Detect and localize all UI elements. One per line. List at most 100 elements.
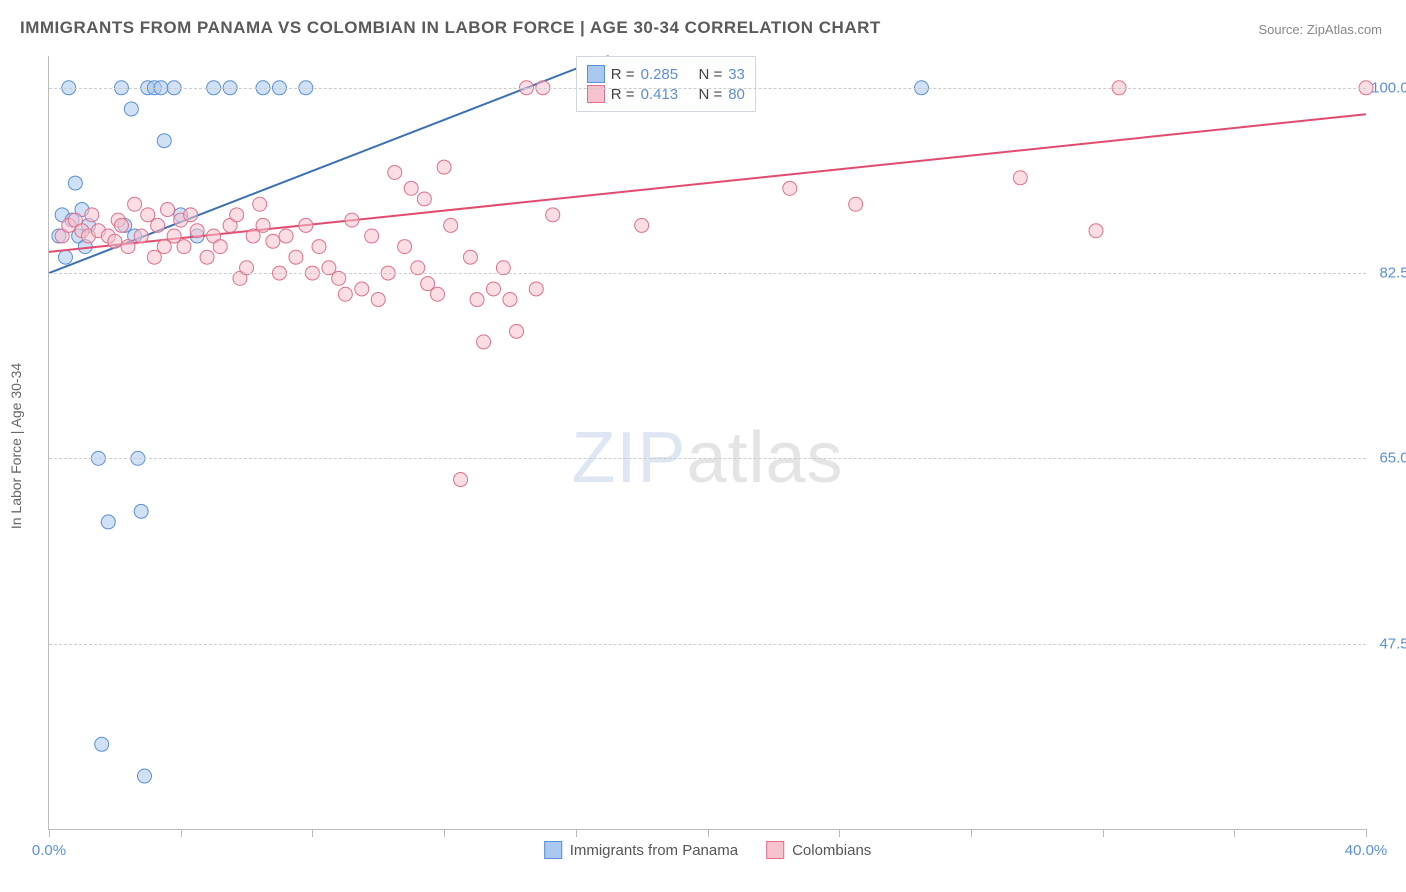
x-tick-label: 0.0% bbox=[32, 842, 66, 859]
data-point-colombians bbox=[299, 218, 313, 232]
data-point-colombians bbox=[849, 197, 863, 211]
data-point-colombians bbox=[783, 181, 797, 195]
legend-swatch bbox=[587, 65, 605, 83]
data-point-colombians bbox=[371, 293, 385, 307]
data-point-panama bbox=[134, 504, 148, 518]
stats-legend: R = 0.285 N = 33 R = 0.413 N = 80 bbox=[576, 56, 756, 112]
data-point-panama bbox=[58, 250, 72, 264]
data-point-colombians bbox=[635, 218, 649, 232]
data-point-colombians bbox=[213, 240, 227, 254]
data-point-colombians bbox=[253, 197, 267, 211]
r-value: 0.285 bbox=[641, 66, 679, 83]
x-tick bbox=[49, 829, 50, 837]
data-point-colombians bbox=[1089, 224, 1103, 238]
x-tick bbox=[1366, 829, 1367, 837]
data-point-panama bbox=[95, 737, 109, 751]
data-point-colombians bbox=[134, 229, 148, 243]
data-point-colombians bbox=[486, 282, 500, 296]
data-point-colombians bbox=[230, 208, 244, 222]
trend-line-colombians bbox=[49, 114, 1366, 252]
data-point-colombians bbox=[546, 208, 560, 222]
scatter-svg bbox=[49, 56, 1366, 829]
x-tick bbox=[444, 829, 445, 837]
data-point-colombians bbox=[463, 250, 477, 264]
data-point-colombians bbox=[477, 335, 491, 349]
gridline-h bbox=[49, 644, 1366, 645]
data-point-colombians bbox=[167, 229, 181, 243]
data-point-colombians bbox=[128, 197, 142, 211]
x-tick bbox=[839, 829, 840, 837]
data-point-colombians bbox=[114, 218, 128, 232]
gridline-h bbox=[49, 458, 1366, 459]
data-point-colombians bbox=[437, 160, 451, 174]
data-point-colombians bbox=[177, 240, 191, 254]
data-point-colombians bbox=[246, 229, 260, 243]
y-tick-label: 47.5% bbox=[1379, 635, 1406, 652]
data-point-panama bbox=[124, 102, 138, 116]
data-point-colombians bbox=[151, 218, 165, 232]
data-point-panama bbox=[101, 515, 115, 529]
data-point-colombians bbox=[365, 229, 379, 243]
data-point-panama bbox=[157, 134, 171, 148]
data-point-colombians bbox=[161, 203, 175, 217]
data-point-colombians bbox=[190, 224, 204, 238]
source-attribution: Source: ZipAtlas.com bbox=[1258, 22, 1382, 37]
bottom-legend: Immigrants from Panama Colombians bbox=[544, 841, 872, 859]
x-tick bbox=[576, 829, 577, 837]
data-point-colombians bbox=[266, 234, 280, 248]
data-point-colombians bbox=[338, 287, 352, 301]
x-tick bbox=[312, 829, 313, 837]
data-point-colombians bbox=[147, 250, 161, 264]
x-tick bbox=[181, 829, 182, 837]
data-point-colombians bbox=[108, 234, 122, 248]
plot-area: ZIPatlas R = 0.285 N = 33 R = 0.413 N = … bbox=[48, 56, 1366, 830]
data-point-colombians bbox=[355, 282, 369, 296]
data-point-colombians bbox=[289, 250, 303, 264]
data-point-colombians bbox=[256, 218, 270, 232]
data-point-colombians bbox=[200, 250, 214, 264]
data-point-colombians bbox=[141, 208, 155, 222]
data-point-colombians bbox=[421, 277, 435, 291]
x-tick bbox=[971, 829, 972, 837]
data-point-colombians bbox=[184, 208, 198, 222]
x-tick bbox=[1103, 829, 1104, 837]
data-point-colombians bbox=[404, 181, 418, 195]
x-tick bbox=[1234, 829, 1235, 837]
legend-item: Colombians bbox=[766, 841, 871, 859]
chart-title: IMMIGRANTS FROM PANAMA VS COLOMBIAN IN L… bbox=[20, 18, 881, 38]
data-point-colombians bbox=[529, 282, 543, 296]
data-point-colombians bbox=[444, 218, 458, 232]
legend-item: Immigrants from Panama bbox=[544, 841, 738, 859]
gridline-h bbox=[49, 88, 1366, 89]
n-label: N = bbox=[698, 66, 722, 83]
x-tick bbox=[708, 829, 709, 837]
legend-label: Colombians bbox=[792, 842, 871, 859]
x-tick-label: 40.0% bbox=[1345, 842, 1388, 859]
data-point-panama bbox=[137, 769, 151, 783]
data-point-colombians bbox=[431, 287, 445, 301]
data-point-colombians bbox=[279, 229, 293, 243]
legend-swatch bbox=[766, 841, 784, 859]
gridline-h bbox=[49, 273, 1366, 274]
data-point-colombians bbox=[1013, 171, 1027, 185]
data-point-colombians bbox=[85, 208, 99, 222]
y-tick-label: 100.0% bbox=[1371, 79, 1406, 96]
r-label: R = bbox=[611, 66, 635, 83]
legend-swatch bbox=[544, 841, 562, 859]
y-tick-label: 82.5% bbox=[1379, 265, 1406, 282]
data-point-colombians bbox=[345, 213, 359, 227]
data-point-colombians bbox=[121, 240, 135, 254]
y-axis-label: In Labor Force | Age 30-34 bbox=[8, 363, 24, 529]
data-point-colombians bbox=[503, 293, 517, 307]
data-point-colombians bbox=[510, 324, 524, 338]
stats-legend-row: R = 0.285 N = 33 bbox=[587, 65, 745, 83]
data-point-colombians bbox=[312, 240, 326, 254]
data-point-colombians bbox=[157, 240, 171, 254]
data-point-colombians bbox=[417, 192, 431, 206]
data-point-colombians bbox=[398, 240, 412, 254]
legend-label: Immigrants from Panama bbox=[570, 842, 738, 859]
data-point-colombians bbox=[470, 293, 484, 307]
y-tick-label: 65.0% bbox=[1379, 450, 1406, 467]
data-point-colombians bbox=[454, 473, 468, 487]
n-value: 33 bbox=[728, 66, 745, 83]
